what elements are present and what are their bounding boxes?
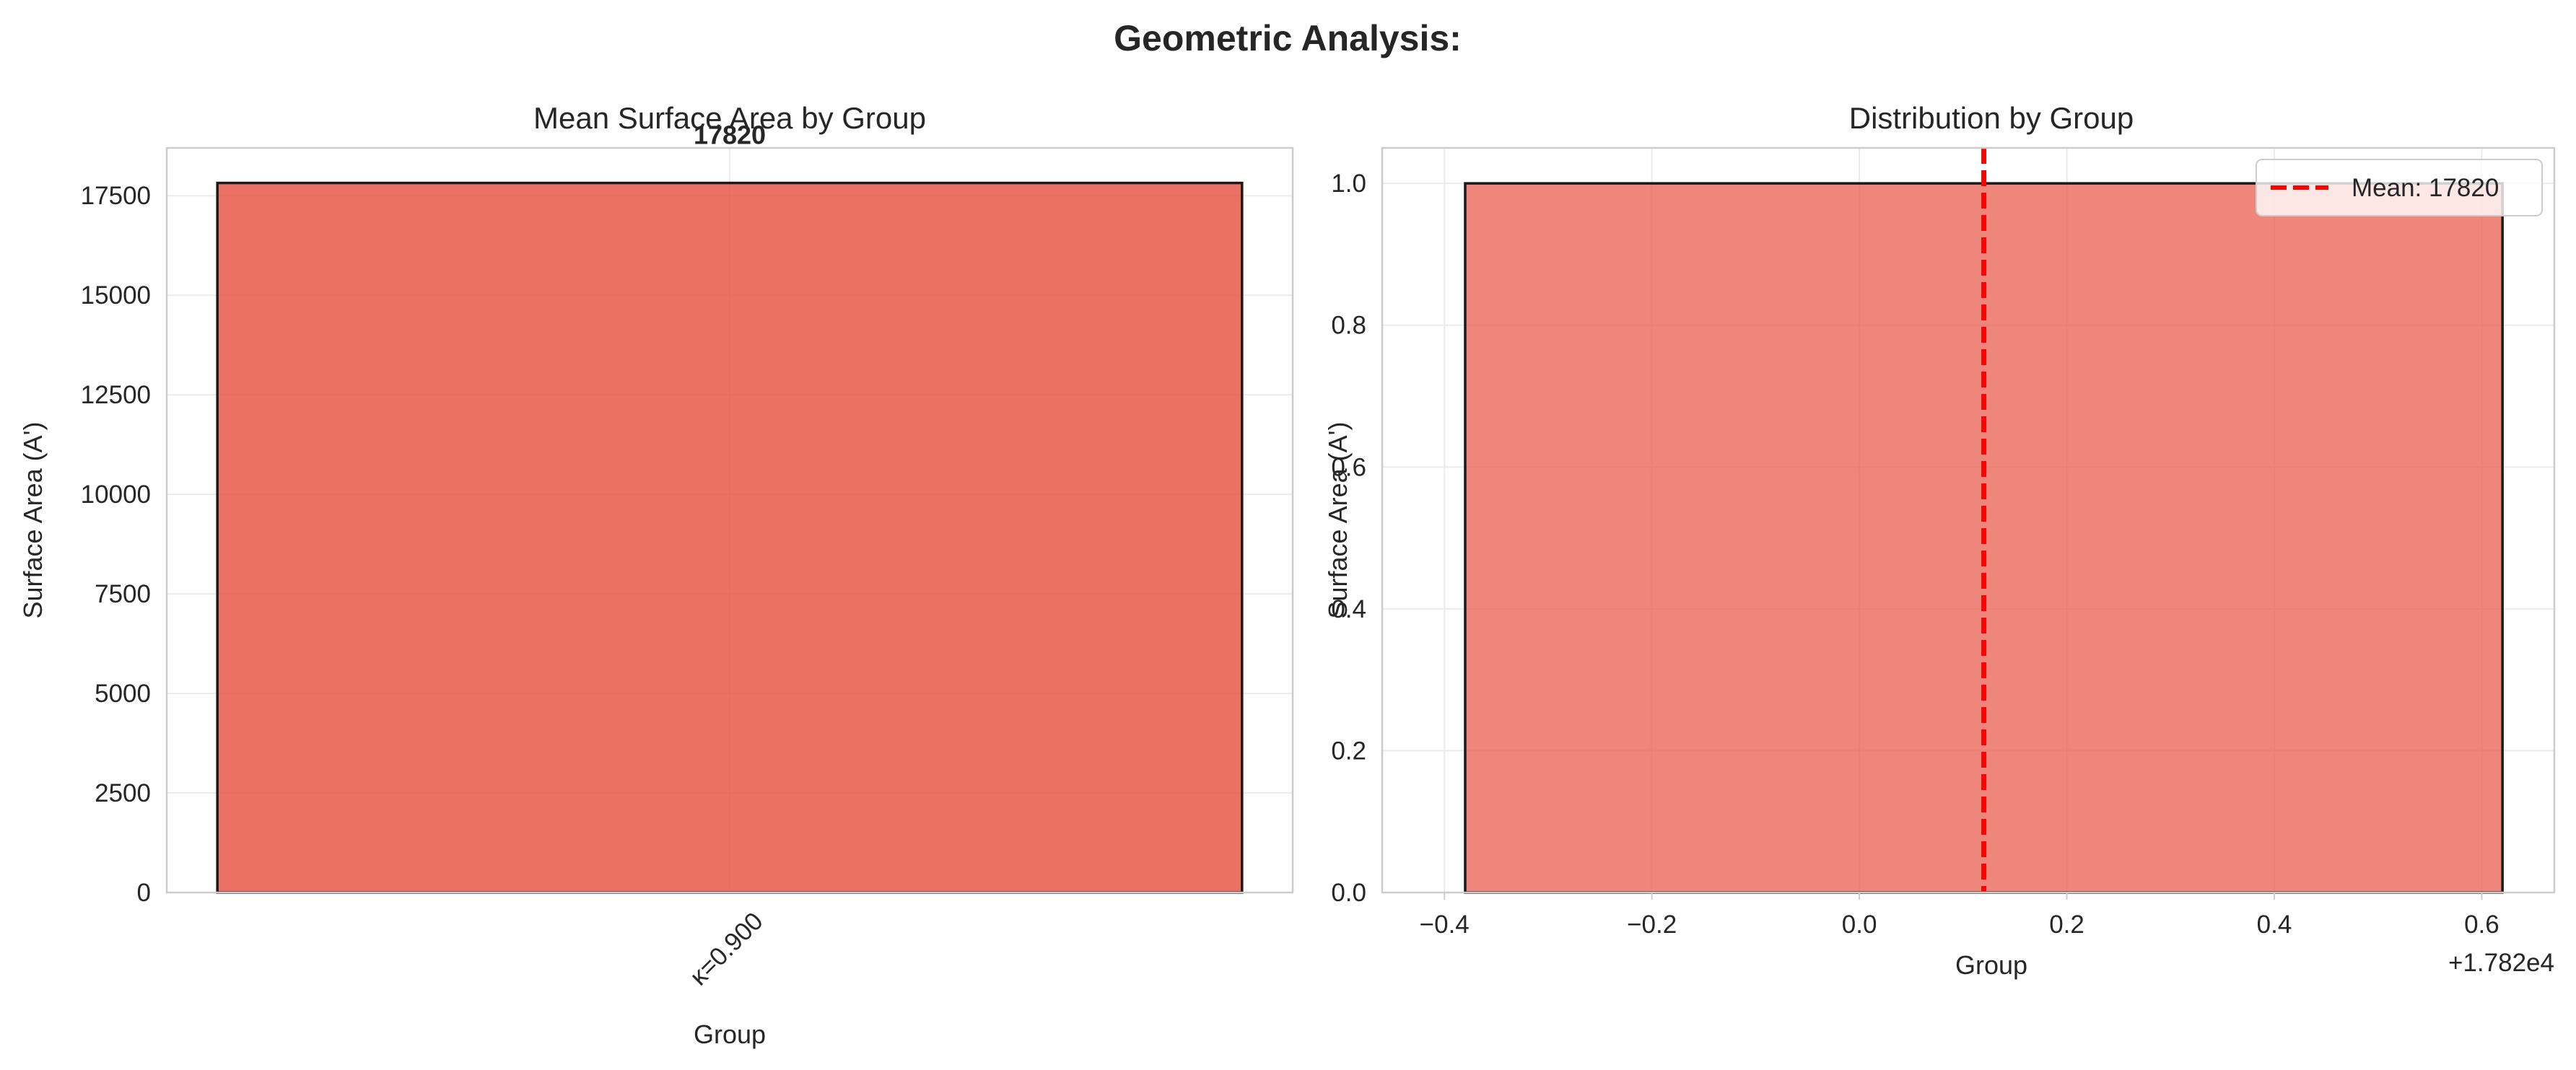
bar-chart-y-tick-label: 12500	[81, 381, 151, 409]
bar-chart-data-labels: 17820	[694, 120, 766, 150]
bar-data-label: 17820	[694, 120, 766, 150]
histogram-x-tick-label: 0.0	[1842, 911, 1877, 939]
histogram-y-tick-label: 0.0	[1331, 879, 1366, 907]
histogram-y-ticks: 0.0 0.2 0.4 0.6 0.8 1.0	[1331, 170, 1366, 907]
histogram-y-tick-label: 0.4	[1331, 595, 1366, 623]
histogram-legend: Mean: 17820	[2256, 159, 2543, 216]
histogram-x-tick-label: 0.4	[2257, 911, 2292, 939]
histogram-y-axis-label: Surface Area (A')	[1323, 422, 1353, 619]
legend-box	[2256, 159, 2543, 216]
histogram-x-ticks: −0.4 −0.2 0.0 0.2 0.4 0.6	[1420, 893, 2499, 939]
bar-chart-bars	[216, 181, 1244, 894]
histogram-y-tick-label: 0.8	[1331, 312, 1366, 340]
bar-chart-y-tick-label: 17500	[81, 182, 151, 210]
bar-chart-x-ticks: κ=0.900	[684, 907, 768, 991]
bar-chart-panel: Mean Surface Area by Group 0 2500 5000 7500…	[18, 101, 1294, 1049]
histogram-y-tick-label: 0.6	[1331, 453, 1366, 481]
bar-chart-y-tick-label: 10000	[81, 481, 151, 509]
histogram-panel: Distribution by Group 0.0 0.2 0.4 0.6 0.8 1.0…	[1323, 101, 2556, 980]
bar-chart-y-ticks: 0 2500 5000 7500 10000 12500 15000 17500	[81, 182, 151, 907]
histogram-x-axis-label: Group	[1955, 950, 2027, 980]
histogram-x-tick-label: −0.2	[1627, 911, 1677, 939]
histogram-title: Distribution by Group	[1849, 101, 2134, 135]
histogram-y-tick-label: 1.0	[1331, 170, 1366, 198]
bar-chart-x-axis-label: Group	[694, 1019, 766, 1049]
histogram-x-tick-label: 0.6	[2464, 911, 2499, 939]
bar-chart-y-tick-label: 2500	[95, 779, 151, 807]
histogram-x-tick-label: 0.2	[2049, 911, 2084, 939]
bar-chart-title: Mean Surface Area by Group	[533, 101, 926, 135]
histogram-x-offset-text: +1.782e4	[2448, 949, 2554, 977]
legend-label: Mean: 17820	[2352, 174, 2499, 202]
histogram-x-tick-label: −0.4	[1420, 911, 1470, 939]
bar-chart-x-tick-label: κ=0.900	[684, 907, 768, 991]
bar-chart-y-axis-label: Surface Area (A')	[18, 422, 48, 619]
bar-chart-y-tick-label: 0	[137, 879, 151, 907]
histogram-frame	[1381, 146, 2556, 894]
bar-chart-y-tick-label: 15000	[81, 281, 151, 310]
histogram-y-tick-label: 0.2	[1331, 737, 1366, 765]
figure-title: Geometric Analysis:	[1114, 18, 1462, 58]
bar-chart-y-tick-label: 5000	[95, 680, 151, 708]
bar-chart-frame	[165, 146, 1294, 894]
bar	[216, 181, 1244, 894]
bar-chart-y-tick-label: 7500	[95, 580, 151, 608]
